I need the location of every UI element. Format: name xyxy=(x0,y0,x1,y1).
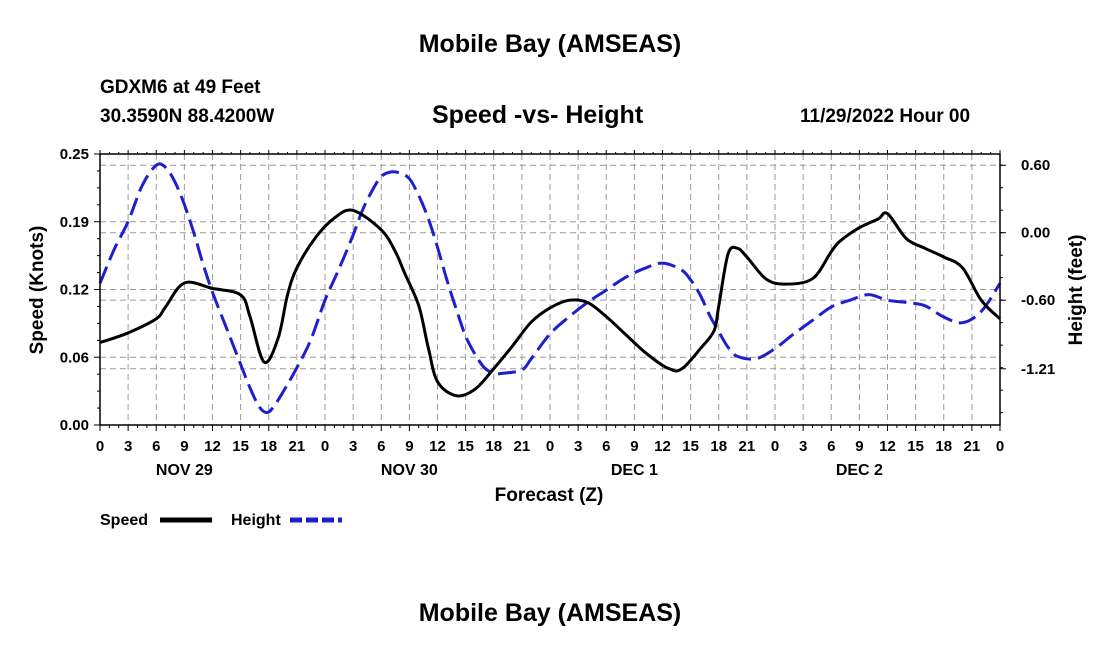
y-tick-label: 0.12 xyxy=(60,282,89,299)
chart-title: Speed -vs- Height xyxy=(432,101,644,129)
x-tick-label: 0 xyxy=(996,438,1004,455)
x-tick-label: 6 xyxy=(377,438,385,455)
x-tick-label: 3 xyxy=(574,438,582,455)
station-label: GDXM6 at 49 Feet xyxy=(100,77,261,98)
main-title: Mobile Bay (AMSEAS) xyxy=(418,30,682,58)
y-tick-label: 0.19 xyxy=(60,214,89,231)
coordinates-label: 30.3590N 88.4200W xyxy=(100,106,275,127)
legend-speed-label: Speed xyxy=(100,512,148,529)
x-tick-label: 21 xyxy=(514,438,531,455)
x-tick-label: 6 xyxy=(152,438,160,455)
grid-layer xyxy=(100,154,1000,425)
x-tick-label: 3 xyxy=(799,438,807,455)
height-series-line xyxy=(98,162,1002,415)
y-tick-label: 0.25 xyxy=(60,146,89,163)
y2-tick-label: 0.60 xyxy=(1021,157,1050,174)
x-tick-label: 21 xyxy=(289,438,306,455)
x-tick-label: 0 xyxy=(321,438,329,455)
x-tick-label: 6 xyxy=(602,438,610,455)
x-tick-label: 0 xyxy=(96,438,104,455)
x-tick-label: 18 xyxy=(260,438,277,455)
x-tick-label: 21 xyxy=(739,438,756,455)
y-axis-label: Speed (Knots) xyxy=(27,226,48,355)
y-tick-label: 0.00 xyxy=(60,417,89,434)
x-tick-label: 12 xyxy=(429,438,446,455)
x-tick-label: 0 xyxy=(771,438,779,455)
footer-title: Mobile Bay (AMSEAS) xyxy=(418,599,682,627)
x-tick-label: 18 xyxy=(710,438,727,455)
x-tick-label: 15 xyxy=(907,438,924,455)
x-axis-label: Forecast (Z) xyxy=(495,485,604,506)
x-tick-label: 21 xyxy=(964,438,981,455)
day-label: NOV 30 xyxy=(381,462,438,479)
x-tick-label: 15 xyxy=(682,438,699,455)
x-tick-label: 9 xyxy=(630,438,638,455)
x-tick-label: 15 xyxy=(232,438,249,455)
x-tick-label: 12 xyxy=(879,438,896,455)
x-tick-label: 9 xyxy=(180,438,188,455)
x-tick-label: 15 xyxy=(457,438,474,455)
x-tick-label: 12 xyxy=(204,438,221,455)
x-tick-label: 3 xyxy=(349,438,357,455)
x-tick-label: 18 xyxy=(935,438,952,455)
series-layer xyxy=(98,162,1002,415)
forecast-datetime: 11/29/2022 Hour 00 xyxy=(800,106,971,127)
speed-series-line xyxy=(99,208,1002,398)
x-tick-label: 3 xyxy=(124,438,132,455)
legend-height-label: Height xyxy=(231,512,281,529)
x-tick-label: 12 xyxy=(654,438,671,455)
x-tick-label: 9 xyxy=(855,438,863,455)
axis-layer: 0 3 6 9 12 15 18 21 0 3 6 9 12 15 18 21 0 3 6 9 12 15 18 21 0 3 6 9… xyxy=(60,146,1055,479)
day-label: DEC 2 xyxy=(836,462,883,479)
x-tick-label: 18 xyxy=(485,438,502,455)
y-tick-label: 0.06 xyxy=(60,349,89,366)
y2-tick-label: -1.21 xyxy=(1021,361,1055,378)
y2-tick-label: -0.60 xyxy=(1021,292,1055,309)
x-tick-label: 0 xyxy=(546,438,554,455)
legend: Speed Height xyxy=(100,512,342,529)
y2-axis-label: Height (feet) xyxy=(1066,235,1087,346)
x-tick-label: 6 xyxy=(827,438,835,455)
day-label: DEC 1 xyxy=(611,462,658,479)
y2-tick-label: 0.00 xyxy=(1021,225,1050,242)
day-label: NOV 29 xyxy=(156,462,213,479)
x-tick-label: 9 xyxy=(405,438,413,455)
